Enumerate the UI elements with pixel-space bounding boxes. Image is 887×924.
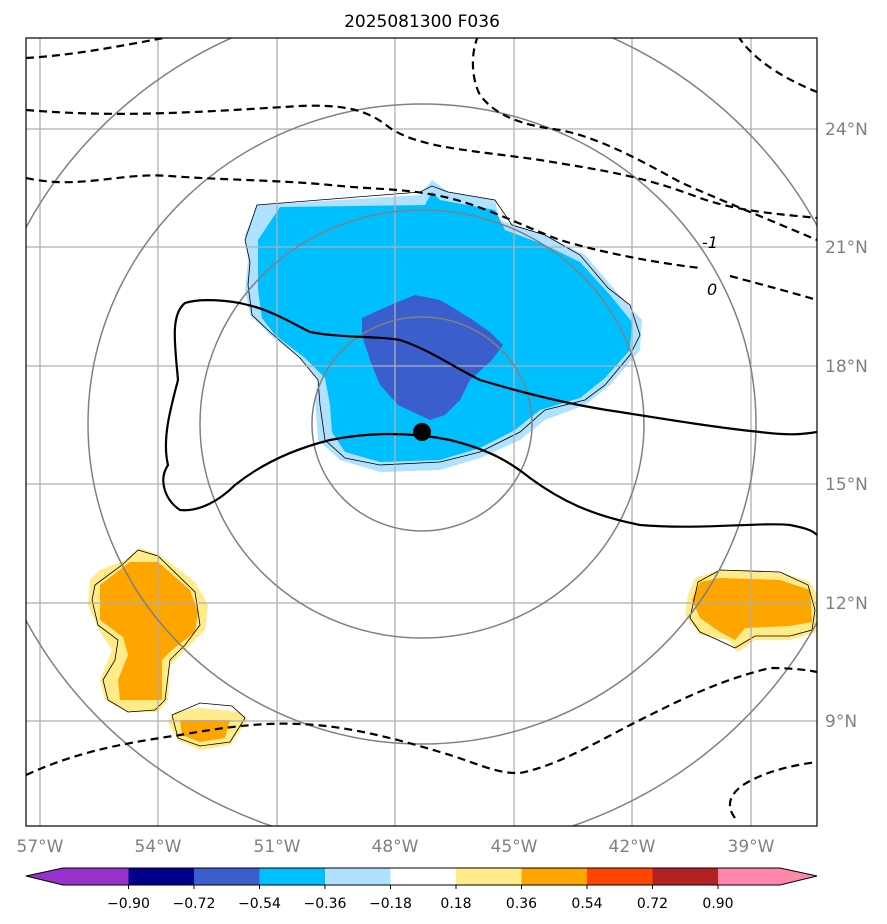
orange-region-east	[692, 578, 812, 640]
colorbar-segment	[26, 868, 63, 885]
range-ring-3	[87, 103, 757, 745]
lon-tick-label: 48°W	[372, 837, 419, 857]
lon-tick-label: 45°W	[491, 837, 538, 857]
storm-center-marker	[413, 423, 431, 441]
lat-tick-label: 24°N	[825, 120, 868, 140]
latitude-tick-labels: 24°N 21°N 18°N 15°N 12°N 9°N	[825, 120, 868, 732]
colorbar-label: −0.54	[238, 896, 281, 912]
colorbar-segment	[456, 868, 522, 885]
range-ring-1	[311, 316, 533, 532]
colorbar-segment	[587, 868, 653, 885]
map-title: 2025081300 F036	[344, 12, 500, 32]
longitude-tick-labels: 57°W 54°W 51°W 48°W 45°W 42°W 39°W	[17, 837, 775, 857]
colorbar-frame	[25, 867, 818, 886]
lon-tick-label: 42°W	[609, 837, 656, 857]
contour-label-minus1: -1	[702, 233, 718, 252]
range-ring-2	[199, 209, 645, 639]
colorbar-label: −0.18	[369, 896, 412, 912]
lat-tick-label: 9°N	[825, 712, 857, 732]
colorbar-segment	[652, 868, 718, 885]
colorbar-label: −0.90	[107, 896, 150, 912]
colorbar-segment	[128, 868, 194, 885]
colorbar-label: 0.18	[440, 896, 471, 912]
lat-tick-label: 21°N	[825, 238, 868, 258]
map-frame	[25, 37, 818, 827]
colorbar-label: 0.72	[637, 896, 668, 912]
colorbar-label: 0.90	[702, 896, 733, 912]
lon-tick-label: 57°W	[17, 837, 64, 857]
colorbar-segment	[718, 868, 780, 885]
lon-tick-label: 51°W	[254, 837, 301, 857]
solid-contours	[162, 299, 817, 536]
colorbar-label: −0.36	[304, 896, 347, 912]
lat-tick-label: 12°N	[825, 594, 868, 614]
orange-region-west	[100, 562, 198, 700]
colorbar-segment	[521, 868, 587, 885]
lon-tick-label: 54°W	[135, 837, 182, 857]
graticule	[26, 38, 817, 826]
colorbar-segment	[194, 868, 260, 885]
lat-tick-label: 15°N	[825, 475, 868, 495]
negative-anomaly-shading	[245, 180, 642, 472]
colorbar-segment	[259, 868, 325, 885]
colorbar-label: −0.72	[173, 896, 216, 912]
colorbar-segment	[780, 868, 817, 885]
contour-label-zero: 0	[707, 280, 717, 299]
colorbar-segment	[390, 868, 456, 885]
map-area: -1 0	[25, 37, 818, 827]
colorbar: −0.90 −0.72 −0.54 −0.36 −0.18 0.18 0.36 …	[25, 867, 818, 912]
lon-tick-label: 39°W	[728, 837, 775, 857]
colorbar-label: 0.54	[571, 896, 602, 912]
colorbar-segment	[63, 868, 129, 885]
lat-tick-label: 18°N	[825, 357, 868, 377]
colorbar-label: 0.36	[506, 896, 537, 912]
colorbar-segment	[325, 868, 391, 885]
range-rings	[26, 38, 817, 826]
